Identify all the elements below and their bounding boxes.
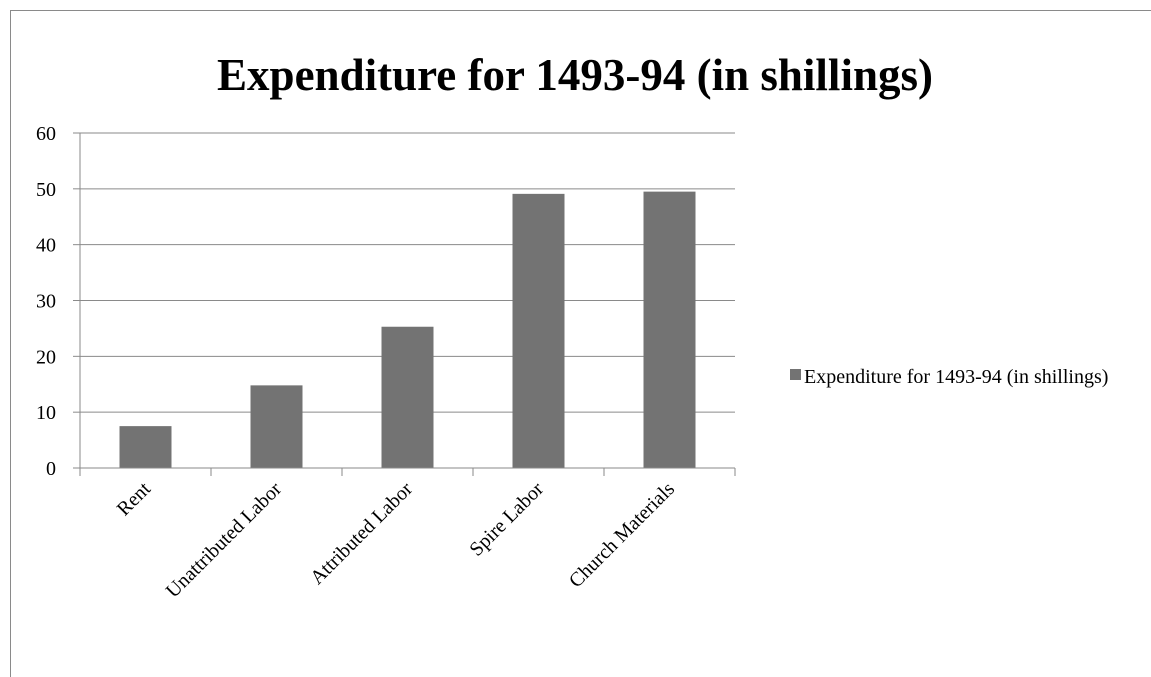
y-tick-label: 60: [36, 123, 56, 145]
y-tick-label: 30: [36, 291, 56, 313]
y-tick-label: 20: [36, 346, 56, 368]
y-tick-label: 40: [36, 235, 56, 257]
chart-title: Expenditure for 1493-94 (in shillings): [217, 50, 933, 100]
y-tick-label: 50: [36, 179, 56, 201]
chart-frame: [10, 10, 1151, 677]
bar: [381, 326, 434, 468]
y-tick-label: 0: [46, 458, 56, 480]
bar: [119, 426, 172, 468]
bar: [250, 385, 303, 468]
legend-swatch: [790, 369, 801, 380]
bar: [512, 193, 565, 468]
y-tick-label: 10: [36, 402, 56, 424]
legend-label: Expenditure for 1493-94 (in shillings): [804, 366, 1109, 388]
bar: [643, 191, 696, 468]
